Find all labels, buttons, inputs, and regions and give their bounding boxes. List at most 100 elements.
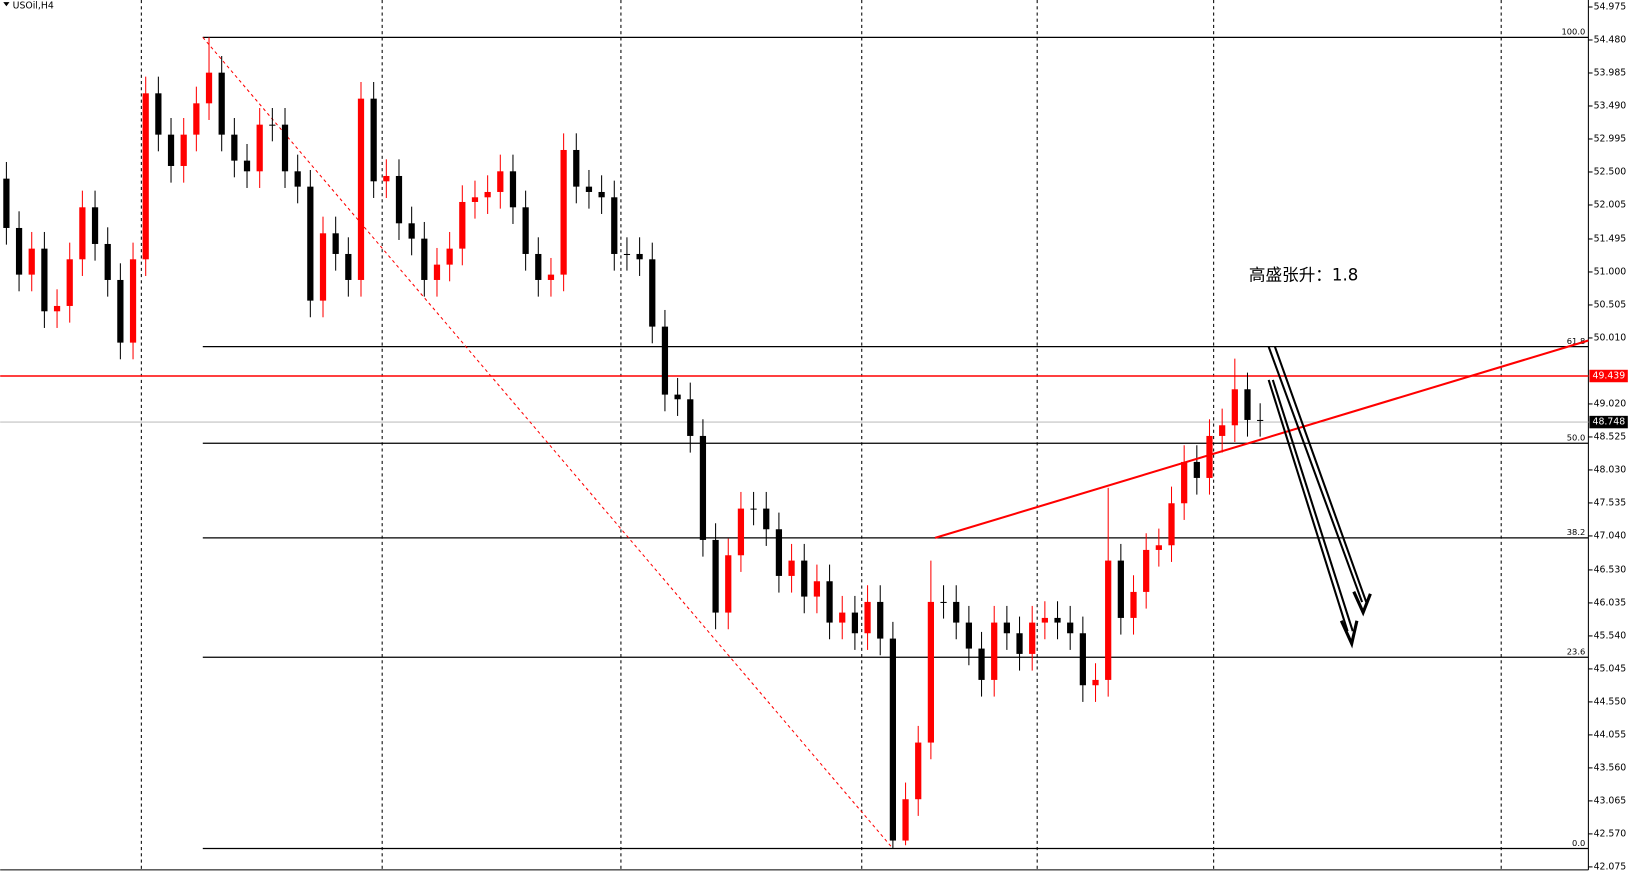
candle-body bbox=[66, 259, 73, 306]
candle-body bbox=[712, 539, 719, 613]
candle-body bbox=[1105, 560, 1112, 680]
candle-body bbox=[53, 305, 61, 312]
trendline bbox=[934, 339, 1589, 539]
candle-body bbox=[471, 197, 479, 202]
candle-body bbox=[104, 243, 111, 280]
y-tick-label: 46.035 bbox=[1594, 597, 1627, 608]
candle-body bbox=[395, 175, 403, 224]
candle-body bbox=[826, 581, 833, 623]
candle-body bbox=[1067, 622, 1074, 634]
candle-body bbox=[1155, 545, 1162, 550]
candle-body bbox=[1244, 389, 1251, 420]
fib-label: 100.0 bbox=[1562, 27, 1586, 37]
fib-label: 61.8 bbox=[1567, 336, 1585, 346]
candle-body bbox=[611, 197, 618, 254]
arrow-head bbox=[1339, 620, 1359, 649]
candle-body bbox=[167, 134, 175, 166]
y-tick-label: 52.995 bbox=[1594, 133, 1627, 144]
candle-body bbox=[687, 399, 694, 436]
candle-body bbox=[927, 601, 934, 743]
arrow-shaft bbox=[1267, 346, 1364, 603]
candle-body bbox=[509, 171, 517, 208]
candle-body bbox=[623, 253, 631, 256]
y-tick-label: 42.570 bbox=[1594, 828, 1627, 839]
candle-body bbox=[294, 171, 301, 187]
current-price-box bbox=[1589, 415, 1628, 429]
candle-body bbox=[1029, 622, 1036, 654]
candle-body bbox=[3, 178, 10, 228]
candle-body bbox=[142, 93, 149, 260]
candle-body bbox=[788, 560, 795, 576]
candle-body bbox=[41, 248, 48, 312]
candle-body bbox=[902, 799, 909, 841]
candle-body bbox=[1181, 461, 1188, 504]
arrow-head bbox=[1352, 591, 1372, 617]
candle-body bbox=[205, 72, 213, 104]
candle-body bbox=[674, 394, 681, 400]
y-tick-label: 50.010 bbox=[1594, 332, 1627, 343]
candle-body bbox=[699, 435, 707, 540]
candle-body bbox=[459, 201, 466, 249]
candle-body bbox=[1079, 633, 1086, 686]
candle-body bbox=[1130, 591, 1137, 618]
candle-body bbox=[421, 238, 428, 280]
y-tick-label: 45.045 bbox=[1594, 663, 1627, 674]
candle-body bbox=[1092, 679, 1099, 686]
candle-body bbox=[484, 191, 491, 198]
candle-body bbox=[408, 223, 415, 239]
y-tick-label: 53.490 bbox=[1594, 100, 1627, 111]
candle-body bbox=[547, 274, 555, 280]
candle-body bbox=[1041, 617, 1048, 623]
y-tick-label: 46.530 bbox=[1594, 564, 1627, 575]
y-tick-label: 42.075 bbox=[1594, 861, 1627, 872]
candle-body bbox=[801, 560, 808, 597]
y-tick-label: 45.540 bbox=[1594, 630, 1627, 641]
y-tick-label: 52.005 bbox=[1594, 199, 1627, 210]
y-tick-label: 47.535 bbox=[1594, 497, 1627, 508]
y-tick-label: 53.985 bbox=[1594, 67, 1627, 78]
y-tick-label: 48.525 bbox=[1594, 431, 1627, 442]
candle-body bbox=[1143, 549, 1150, 592]
current-price-label: 48.748 bbox=[1593, 417, 1626, 428]
candle-body bbox=[117, 279, 124, 343]
y-tick-label: 49.020 bbox=[1594, 398, 1627, 409]
candle-body bbox=[357, 98, 365, 280]
candle-body bbox=[940, 601, 947, 603]
candle-body bbox=[725, 555, 732, 613]
candle-body bbox=[1193, 461, 1200, 478]
y-tick-label: 47.040 bbox=[1594, 530, 1627, 541]
menu-triangle bbox=[3, 2, 10, 7]
candle-body bbox=[180, 134, 187, 166]
candle-body bbox=[877, 601, 884, 639]
candle-body bbox=[535, 253, 542, 280]
candle-body bbox=[1003, 622, 1010, 634]
y-tick-label: 43.560 bbox=[1594, 762, 1627, 773]
candle-body bbox=[661, 326, 669, 395]
chart-title: USOil,H4 bbox=[13, 1, 54, 12]
candle-body bbox=[1016, 633, 1023, 654]
candle-body bbox=[269, 124, 276, 126]
candle-body bbox=[915, 742, 922, 800]
arrows bbox=[1267, 346, 1372, 649]
candle-body bbox=[813, 581, 821, 597]
candle-body bbox=[433, 264, 441, 280]
candle-body bbox=[332, 233, 339, 254]
candle-body bbox=[573, 149, 580, 187]
y-tick-label: 54.480 bbox=[1594, 34, 1627, 45]
resistance-label: 49.439 bbox=[1593, 371, 1626, 382]
candle-body bbox=[1219, 425, 1226, 436]
candle-body bbox=[218, 72, 225, 135]
candle-body bbox=[522, 207, 529, 254]
y-tick-label: 51.495 bbox=[1594, 233, 1627, 244]
candle-body bbox=[281, 124, 289, 172]
candle-body bbox=[991, 622, 998, 680]
candle-body bbox=[1054, 617, 1061, 623]
candle-body bbox=[497, 171, 504, 192]
candle-body bbox=[370, 98, 377, 182]
candle-body bbox=[889, 638, 897, 841]
candle-body bbox=[839, 612, 846, 623]
candle-body bbox=[446, 248, 453, 265]
